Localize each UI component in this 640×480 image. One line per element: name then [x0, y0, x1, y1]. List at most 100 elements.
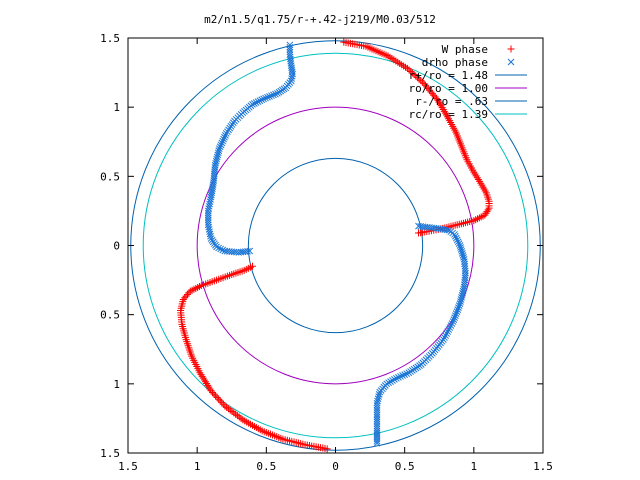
data-point: [459, 289, 466, 297]
chart-title: m2/n1.5/q1.75/r-+.42-j219/M0.03/512: [204, 13, 436, 26]
data-point: [246, 247, 254, 255]
data-point: [397, 373, 404, 380]
data-point: [237, 414, 245, 422]
data-point: [219, 246, 227, 254]
data-point: [207, 387, 215, 395]
x-tick-label: 1.5: [533, 460, 553, 473]
x-tick-label: 0: [332, 460, 339, 473]
data-point: [459, 287, 467, 295]
data-point: [230, 409, 238, 417]
data-point: [453, 308, 461, 315]
data-point: [221, 131, 229, 139]
x-tick-label: 1.5: [118, 460, 138, 473]
data-point: [264, 93, 271, 101]
legend-label: ro/ro = 1.00: [409, 82, 488, 95]
data-point: [244, 247, 251, 255]
data-point: [408, 69, 416, 77]
data-point: [454, 306, 462, 313]
data-point: [457, 244, 464, 251]
data-point: [458, 291, 466, 299]
data-point: [258, 96, 266, 104]
data-point: [417, 77, 425, 85]
series-w-phase: [177, 38, 493, 453]
data-point: [200, 376, 208, 384]
data-point: [418, 78, 426, 86]
data-point: [252, 99, 260, 106]
data-point: [213, 153, 221, 161]
data-point: [199, 374, 207, 382]
data-point: [403, 370, 411, 378]
data-point: [217, 245, 225, 253]
y-tick-label: 0: [113, 240, 120, 253]
data-point: [254, 98, 262, 105]
data-point: [455, 304, 462, 311]
data-point: [387, 378, 394, 385]
data-point: [216, 397, 224, 405]
data-point: [459, 250, 466, 257]
data-point: [256, 97, 264, 105]
data-point: [455, 302, 463, 309]
data-point: [262, 94, 269, 102]
data-point: [217, 141, 225, 149]
data-point: [213, 155, 221, 163]
data-point: [235, 413, 243, 421]
data-point: [403, 64, 411, 72]
reference-circle-3: [142, 52, 529, 439]
legend-plus-marker: [507, 45, 515, 53]
legend-label: W phase: [442, 43, 488, 56]
data-point: [219, 137, 227, 145]
data-point: [452, 232, 459, 240]
data-point: [215, 395, 223, 403]
legend-label: r+/ro = 1.48: [409, 69, 488, 82]
data-point: [441, 334, 448, 341]
data-point: [204, 381, 212, 389]
data-point: [224, 405, 232, 413]
data-point: [221, 402, 229, 410]
data-point: [214, 151, 222, 159]
tick-layer: 1.5 1 0.5 0 0.5 1 1.51.510.500.511.5: [100, 32, 553, 473]
data-point: [451, 314, 458, 321]
data-point: [395, 374, 402, 381]
data-point: [212, 392, 220, 400]
data-point: [226, 406, 234, 414]
data-point: [218, 399, 226, 407]
data-point: [219, 400, 227, 408]
data-point: [442, 332, 449, 339]
data-point: [223, 403, 231, 411]
data-point: [458, 294, 465, 301]
data-point: [266, 93, 273, 100]
data-point: [449, 318, 457, 325]
data-point: [272, 90, 279, 98]
data-point: [399, 372, 406, 379]
data-point: [459, 252, 467, 259]
data-point: [391, 376, 398, 383]
data-point: [213, 243, 220, 251]
data-point: [389, 377, 396, 384]
data-point: [209, 388, 217, 396]
data-point: [222, 130, 230, 137]
data-point: [447, 322, 455, 329]
data-point: [196, 369, 204, 377]
data-point: [412, 72, 420, 80]
x-tick-label: 0.5: [395, 460, 415, 473]
data-point: [260, 95, 267, 103]
data-point: [216, 143, 224, 151]
data-point: [413, 74, 421, 82]
data-point: [373, 439, 381, 447]
x-tick-label: 1: [194, 460, 201, 473]
data-point: [228, 408, 236, 415]
data-point: [286, 46, 294, 54]
data-point: [373, 437, 381, 445]
data-point: [457, 296, 465, 303]
data-point: [218, 139, 226, 147]
data-point: [233, 412, 241, 420]
data-point: [220, 135, 227, 143]
data-point: [274, 89, 281, 97]
series-drho-phase: [204, 41, 469, 447]
data-point: [410, 71, 418, 79]
legend-cross-marker: [507, 58, 515, 66]
data-point: [460, 285, 467, 293]
y-tick-label: 1.5: [100, 447, 120, 460]
y-tick-label: 1: [113, 101, 120, 114]
